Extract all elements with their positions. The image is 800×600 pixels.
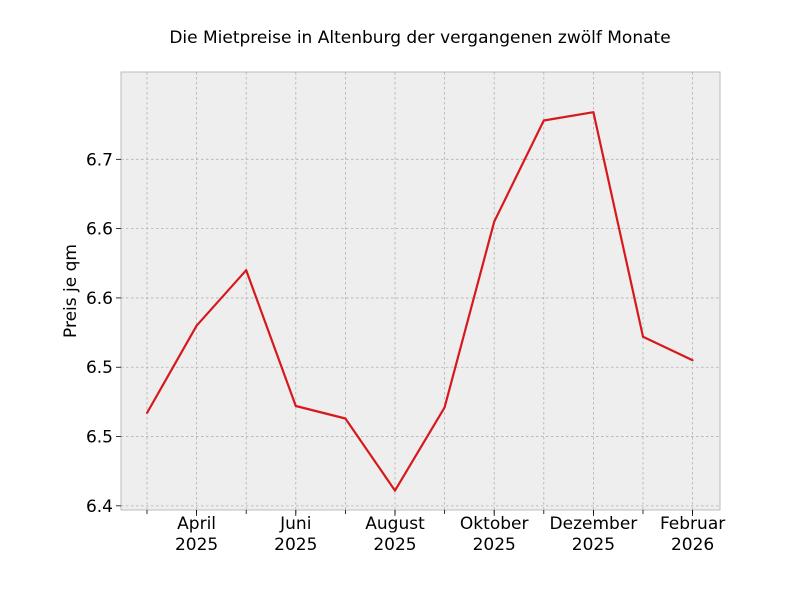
x-tick-label: April 2025 bbox=[175, 514, 218, 555]
x-tick-label: Dezember 2025 bbox=[550, 514, 638, 555]
x-tick-month: Oktober bbox=[460, 514, 529, 534]
series-layer bbox=[146, 111, 694, 492]
x-tick-label: August 2025 bbox=[365, 514, 425, 555]
series-line bbox=[146, 111, 694, 492]
y-tick-label: 6.6 bbox=[86, 220, 113, 240]
y-tick-label: 6.5 bbox=[86, 358, 113, 378]
y-axis-label: Preis je qm bbox=[61, 244, 81, 338]
y-tick-label: 6.7 bbox=[86, 150, 113, 170]
x-tick-year: 2025 bbox=[572, 535, 615, 555]
x-tick-label: Juni 2025 bbox=[274, 514, 317, 555]
chart-title: Die Mietpreise in Altenburg der vergange… bbox=[169, 28, 670, 48]
data-point bbox=[245, 269, 248, 272]
data-point bbox=[344, 417, 347, 420]
data-point bbox=[493, 220, 496, 223]
x-tick-label: Oktober 2025 bbox=[460, 514, 529, 555]
data-point bbox=[146, 411, 148, 414]
data-point bbox=[394, 489, 396, 492]
x-tick-year: 2025 bbox=[373, 535, 416, 555]
data-point bbox=[691, 359, 694, 362]
x-tick-year: 2025 bbox=[175, 535, 218, 555]
data-point bbox=[642, 335, 644, 338]
data-point bbox=[542, 119, 545, 122]
grid-lines bbox=[121, 72, 720, 510]
data-point bbox=[195, 324, 198, 327]
data-point bbox=[592, 111, 595, 114]
x-tick-month: April bbox=[177, 514, 216, 534]
x-tick-year: 2026 bbox=[671, 535, 714, 555]
data-point bbox=[294, 405, 297, 408]
y-tick-label: 6.5 bbox=[86, 428, 113, 448]
x-tick-month: Februar bbox=[660, 514, 725, 534]
x-tick-year: 2025 bbox=[274, 535, 317, 555]
y-tick-label: 6.6 bbox=[86, 289, 113, 309]
x-tick-month: Juni bbox=[279, 514, 311, 534]
plot-area bbox=[120, 71, 721, 511]
x-tick-month: August bbox=[365, 514, 425, 534]
x-tick-label: Februar 2026 bbox=[660, 514, 725, 555]
data-point bbox=[443, 406, 446, 409]
x-tick-month: Dezember bbox=[550, 514, 638, 534]
y-tick-label: 6.4 bbox=[86, 497, 113, 517]
x-tick-year: 2025 bbox=[473, 535, 516, 555]
